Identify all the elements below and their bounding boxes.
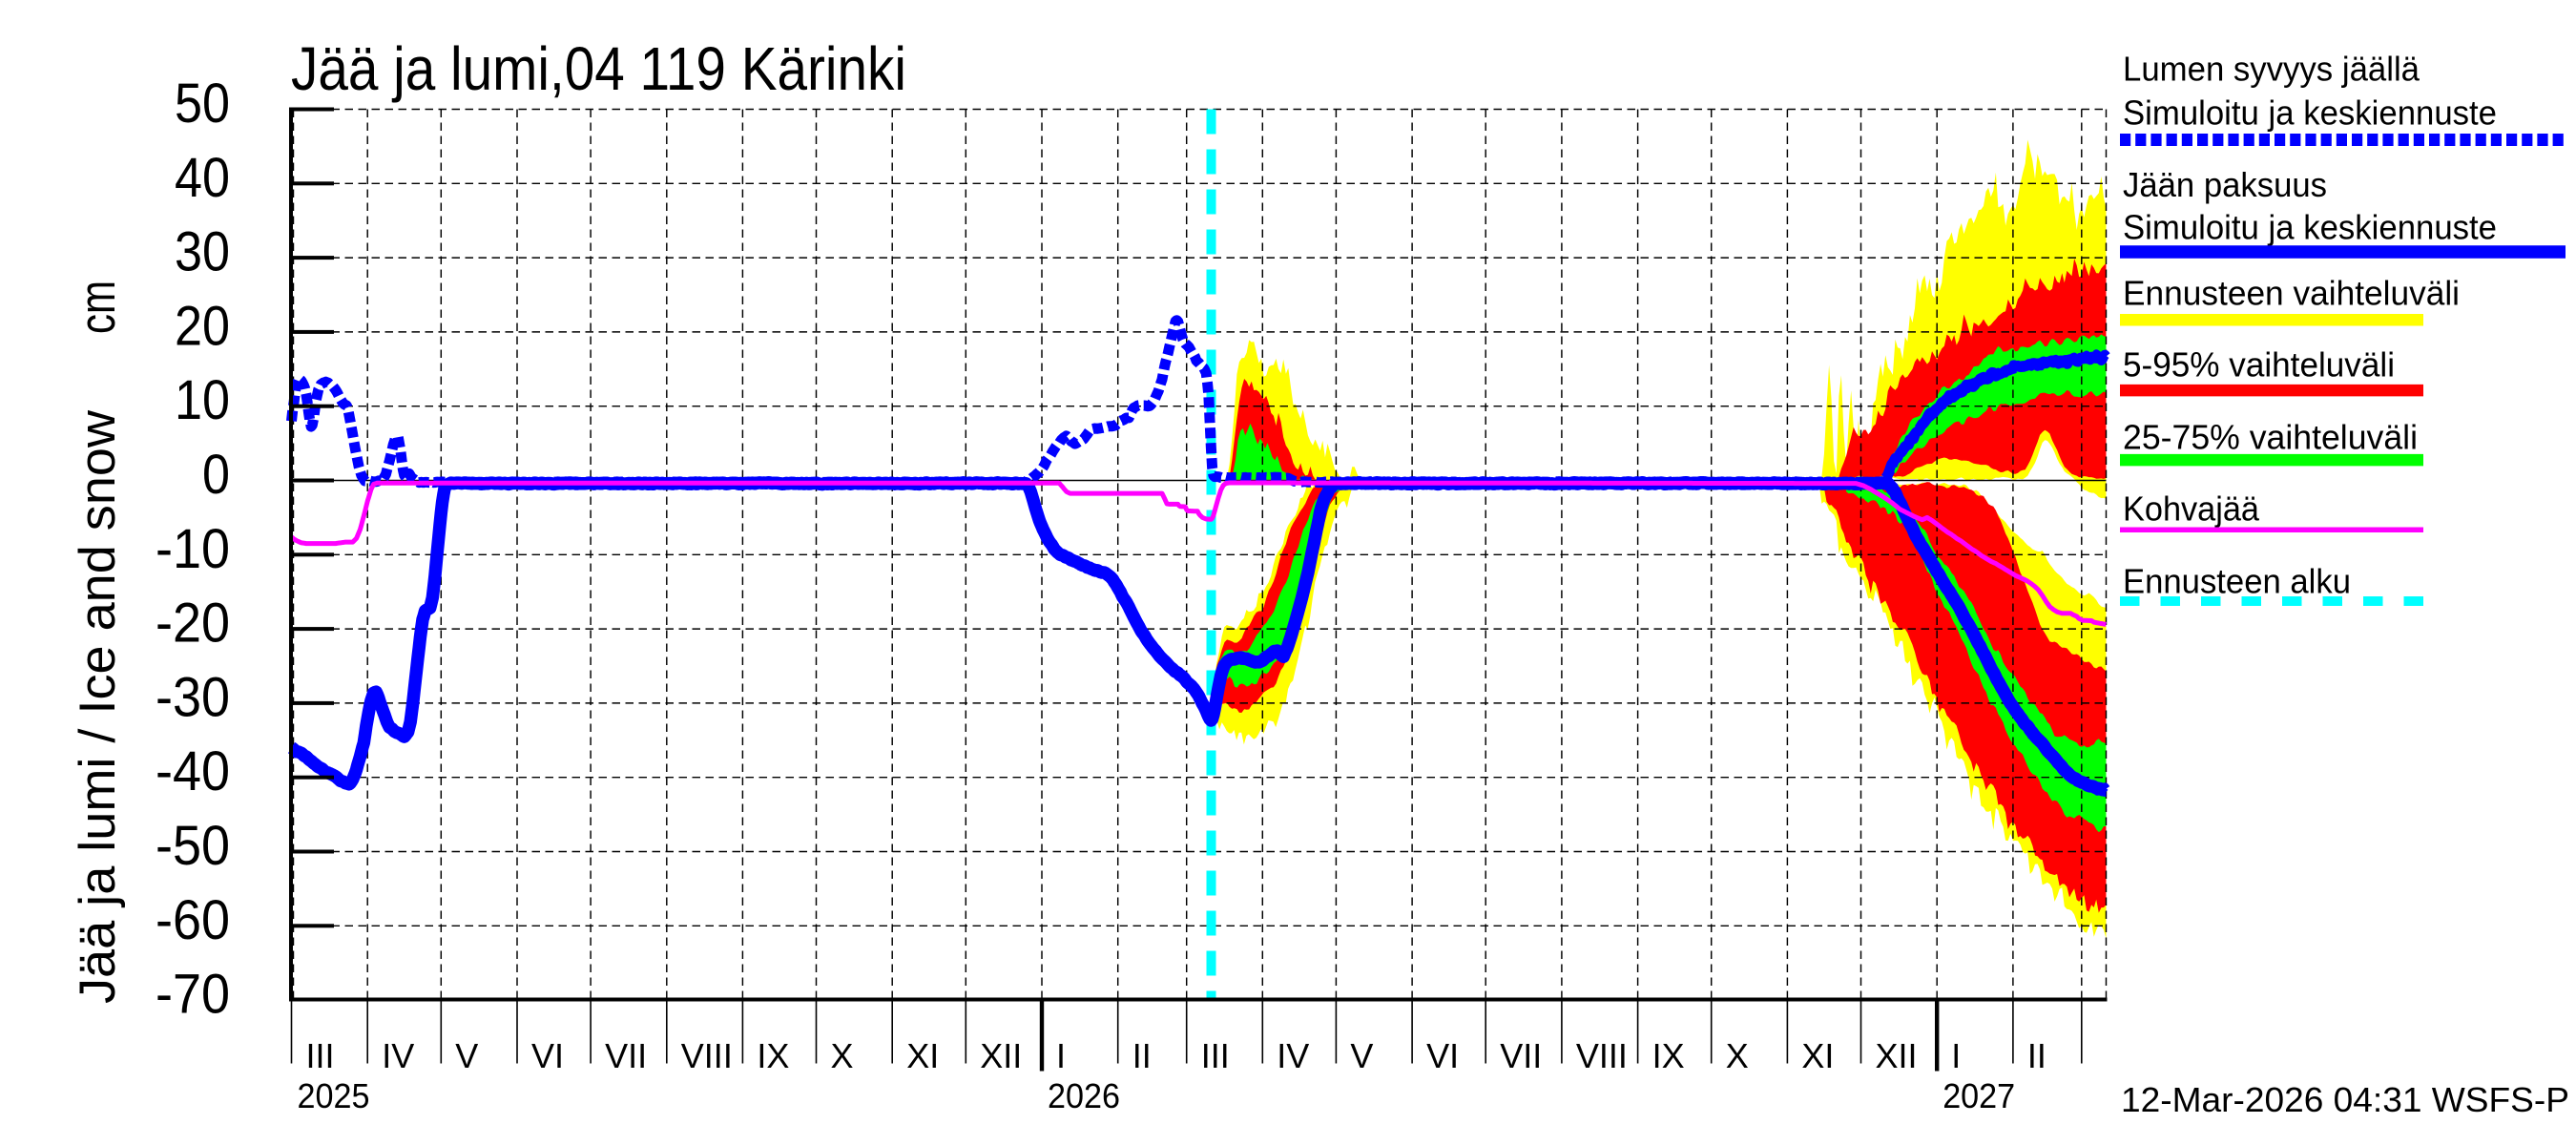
svg-text:VIII: VIII [1576,1036,1628,1075]
svg-text:-70: -70 [156,964,230,1026]
svg-text:II: II [2027,1036,2046,1075]
svg-text:XII: XII [980,1036,1022,1075]
svg-text:II: II [1132,1036,1152,1075]
svg-text:2026: 2026 [1048,1076,1120,1115]
svg-text:XI: XI [1801,1036,1834,1075]
svg-text:-30: -30 [156,666,230,728]
svg-text:20: 20 [175,295,230,357]
svg-text:III: III [306,1036,335,1075]
svg-text:IV: IV [1277,1036,1309,1075]
svg-text:-50: -50 [156,815,230,877]
svg-text:III: III [1201,1036,1230,1075]
svg-text:VI: VI [531,1036,564,1075]
svg-text:12-Mar-2026 04:31 WSFS-P: 12-Mar-2026 04:31 WSFS-P [2121,1080,2569,1119]
svg-text:10: 10 [175,369,230,431]
svg-text:25-75% vaihteluväli: 25-75% vaihteluväli [2123,418,2418,457]
svg-text:-20: -20 [156,593,230,655]
svg-text:XI: XI [906,1036,939,1075]
svg-text:IX: IX [757,1036,789,1075]
svg-text:Simuloitu ja keskiennuste: Simuloitu ja keskiennuste [2123,208,2497,247]
svg-text:2027: 2027 [1942,1076,2015,1115]
svg-text:Ennusteen vaihteluväli: Ennusteen vaihteluväli [2123,274,2460,313]
svg-text:I: I [1951,1036,1961,1075]
svg-text:I: I [1056,1036,1066,1075]
svg-text:VIII: VIII [681,1036,733,1075]
svg-text:2025: 2025 [298,1076,370,1115]
svg-text:-10: -10 [156,518,230,580]
svg-text:IX: IX [1652,1036,1685,1075]
svg-text:Lumen syvyys jäällä: Lumen syvyys jäällä [2123,50,2420,89]
svg-text:X: X [831,1036,854,1075]
svg-text:VI: VI [1426,1036,1459,1075]
svg-text:5-95% vaihteluväli: 5-95% vaihteluväli [2123,344,2395,384]
svg-text:XII: XII [1876,1036,1918,1075]
svg-text:Kohvajää: Kohvajää [2123,489,2260,528]
svg-text:cm: cm [70,281,126,334]
svg-text:50: 50 [175,73,230,135]
svg-text:0: 0 [202,444,230,506]
svg-text:-60: -60 [156,889,230,951]
svg-text:Simuloitu ja keskiennuste: Simuloitu ja keskiennuste [2123,93,2497,132]
svg-text:VII: VII [1500,1036,1542,1075]
svg-text:V: V [455,1036,478,1075]
svg-text:Jää ja lumi,04 119 Kärinki: Jää ja lumi,04 119 Kärinki [291,34,906,103]
svg-text:Ennusteen alku: Ennusteen alku [2123,562,2351,601]
svg-text:VII: VII [605,1036,647,1075]
svg-text:Jään paksuus: Jään paksuus [2123,165,2327,204]
svg-text:V: V [1350,1036,1373,1075]
svg-text:X: X [1726,1036,1749,1075]
svg-text:-40: -40 [156,740,230,802]
svg-text:Jää ja lumi / Ice and snow: Jää ja lumi / Ice and snow [70,409,126,1004]
svg-text:40: 40 [175,147,230,209]
svg-text:IV: IV [382,1036,414,1075]
svg-text:30: 30 [175,221,230,283]
